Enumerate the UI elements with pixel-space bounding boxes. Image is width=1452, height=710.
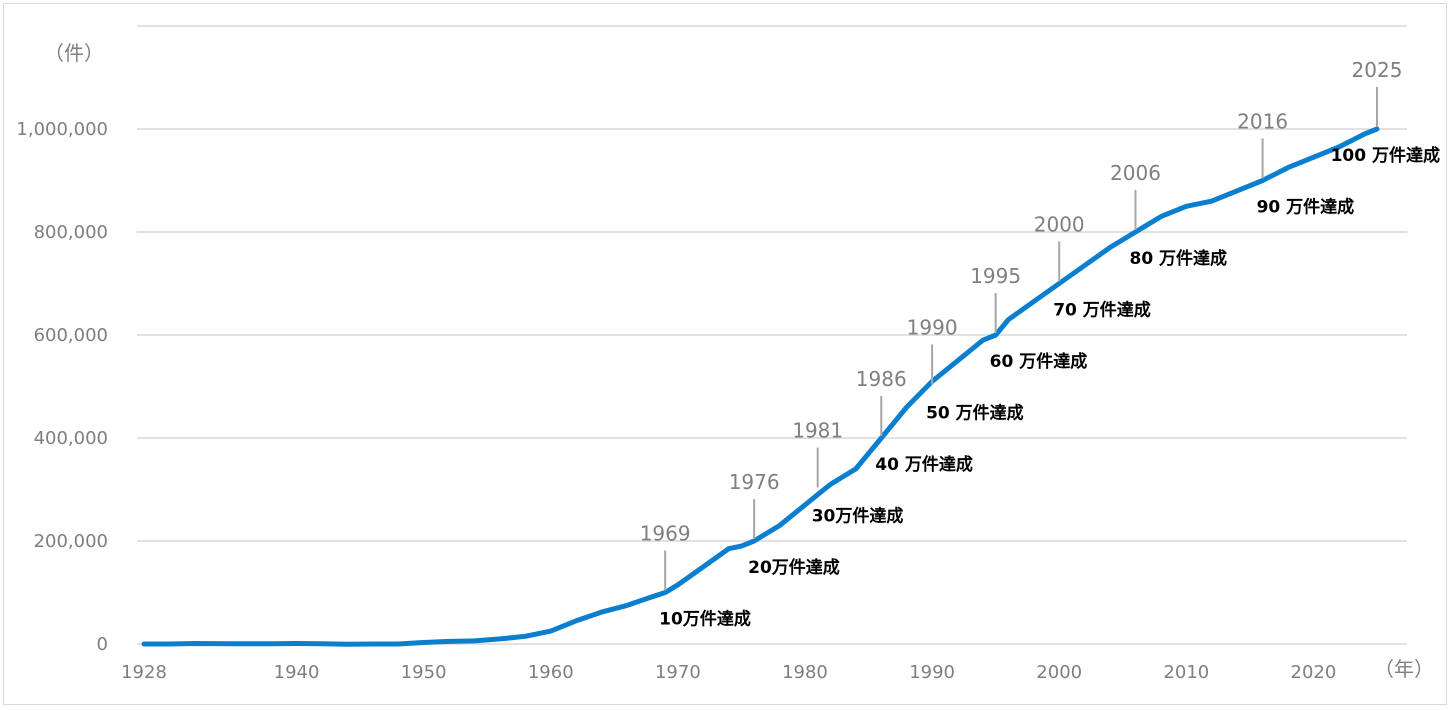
- milestone-label: 40 万件達成: [875, 454, 973, 475]
- milestone-label: 50 万件達成: [926, 403, 1024, 424]
- x-tick-label: 1950: [401, 662, 447, 683]
- milestone-label: 10万件達成: [659, 609, 751, 630]
- milestone-annotation: 1969 10万件達成: [640, 522, 751, 630]
- x-tick-label: 1960: [528, 662, 574, 683]
- chart-frame: （件） （年） 0 200,000 400,000 600,000 800,000 1,0…: [3, 3, 1447, 705]
- x-tick-label: 1940: [274, 662, 320, 683]
- y-tick-label: 0: [97, 634, 108, 655]
- y-tick-label: 400,000: [34, 428, 108, 449]
- x-tick-label: 2000: [1036, 662, 1082, 683]
- milestone-annotation: 1976 20万件達成: [729, 470, 840, 578]
- milestone-label: 80 万件達成: [1129, 248, 1227, 269]
- x-tick-label: 1928: [121, 662, 167, 683]
- series-lines: [141, 126, 1380, 647]
- milestone-year-label: 2016: [1237, 110, 1288, 134]
- milestone-annotation: 1981 30万件達成: [792, 419, 903, 527]
- milestone-year-label: 1969: [640, 522, 691, 546]
- milestone-annotation: 2016 90 万件達成: [1237, 110, 1354, 218]
- y-tick-label: 1,000,000: [16, 119, 108, 140]
- y-tick-label: 800,000: [34, 222, 108, 243]
- x-tick-labels: 1928 1940 1950 1960 1970 1980 1990 2000 2010 2020: [121, 662, 1336, 683]
- milestone-year-label: 1990: [907, 316, 958, 340]
- milestone-label: 20万件達成: [748, 557, 840, 578]
- axes: （件） （年）: [44, 41, 1434, 681]
- y-tick-label: 200,000: [34, 531, 108, 552]
- milestone-year-label: 1986: [856, 367, 907, 391]
- milestone-year-label: 1981: [792, 419, 843, 443]
- milestone-annotation: 2025 100 万件達成: [1331, 58, 1440, 166]
- x-tick-label: 1980: [782, 662, 828, 683]
- milestone-annotation: 1986 40 万件達成: [856, 367, 973, 475]
- x-tick-label: 1970: [655, 662, 701, 683]
- milestone-year-label: 2006: [1110, 161, 1161, 185]
- y-tick-labels: 0 200,000 400,000 600,000 800,000 1,000,000: [16, 119, 108, 655]
- y-tick-label: 600,000: [34, 325, 108, 346]
- milestone-label: 100 万件達成: [1331, 145, 1440, 166]
- milestone-year-label: 1995: [970, 264, 1021, 288]
- x-axis-unit-label: （年）: [1374, 657, 1434, 681]
- milestone-annotation: 2006 80 万件達成: [1110, 161, 1227, 269]
- milestone-annotation: 1995 60 万件達成: [970, 264, 1087, 372]
- series-line: [141, 126, 1380, 647]
- milestone-label: 70 万件達成: [1053, 300, 1151, 321]
- milestone-year-label: 2025: [1352, 58, 1403, 82]
- milestone-annotation: 2000 70 万件達成: [1034, 213, 1151, 321]
- grid-lines: [137, 25, 1407, 542]
- milestone-label: 30万件達成: [812, 506, 904, 527]
- milestone-annotations: 1969 10万件達成 1976 20万件達成 1981 30万件達成 1986 40 万件達…: [640, 58, 1440, 630]
- milestone-label: 60 万件達成: [990, 351, 1088, 372]
- milestone-year-label: 1976: [729, 470, 780, 494]
- x-tick-label: 2020: [1291, 662, 1337, 683]
- milestone-label: 90 万件達成: [1257, 197, 1355, 218]
- milestone-year-label: 2000: [1034, 213, 1085, 237]
- y-axis-unit-label: （件）: [44, 41, 104, 65]
- milestone-annotation: 1990 50 万件達成: [907, 316, 1024, 424]
- x-tick-label: 2010: [1163, 662, 1209, 683]
- line-chart: （件） （年） 0 200,000 400,000 600,000 800,000 1,0…: [16, 25, 1440, 683]
- x-tick-label: 1990: [909, 662, 955, 683]
